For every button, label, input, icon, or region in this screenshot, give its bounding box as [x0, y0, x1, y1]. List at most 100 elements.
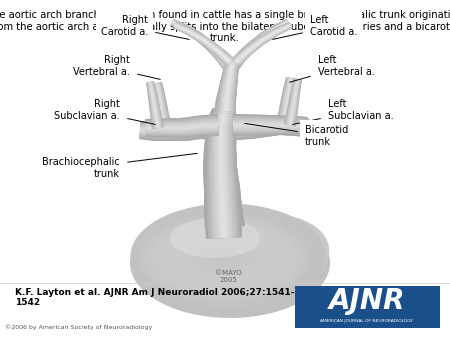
Polygon shape [287, 79, 300, 125]
Ellipse shape [175, 233, 281, 283]
Ellipse shape [130, 208, 330, 318]
Polygon shape [280, 78, 293, 126]
Ellipse shape [153, 221, 302, 294]
Text: Right
Subclavian a.: Right Subclavian a. [54, 99, 155, 124]
Polygon shape [235, 122, 308, 131]
Polygon shape [217, 65, 237, 114]
Polygon shape [234, 23, 292, 65]
Polygon shape [215, 110, 231, 238]
Text: Left
Subclavian a.: Left Subclavian a. [292, 99, 394, 124]
Ellipse shape [187, 238, 261, 278]
Polygon shape [145, 118, 218, 134]
Polygon shape [284, 78, 302, 126]
Ellipse shape [204, 248, 252, 267]
Polygon shape [205, 108, 242, 239]
Ellipse shape [139, 214, 309, 302]
Polygon shape [140, 123, 215, 135]
Ellipse shape [144, 217, 304, 299]
Text: ©MAYO
2005: ©MAYO 2005 [215, 270, 241, 283]
Polygon shape [148, 82, 160, 128]
Polygon shape [219, 61, 238, 112]
Polygon shape [233, 114, 307, 136]
Polygon shape [235, 115, 309, 140]
Ellipse shape [158, 224, 298, 292]
Polygon shape [278, 77, 295, 127]
Polygon shape [285, 78, 302, 126]
Ellipse shape [150, 219, 298, 297]
Polygon shape [216, 112, 230, 228]
Polygon shape [233, 117, 307, 133]
Polygon shape [235, 25, 291, 63]
Ellipse shape [166, 227, 282, 289]
Polygon shape [235, 121, 309, 132]
Ellipse shape [203, 246, 245, 270]
Ellipse shape [141, 215, 315, 301]
Polygon shape [234, 22, 288, 67]
Polygon shape [207, 108, 240, 239]
Text: Right
Vertebral a.: Right Vertebral a. [73, 55, 160, 79]
Polygon shape [145, 114, 219, 138]
Polygon shape [152, 82, 172, 132]
Polygon shape [233, 120, 307, 130]
Polygon shape [281, 78, 292, 126]
Polygon shape [286, 78, 301, 126]
Polygon shape [171, 19, 232, 69]
Polygon shape [148, 81, 162, 129]
Polygon shape [279, 77, 293, 126]
Ellipse shape [176, 233, 272, 283]
Polygon shape [146, 81, 164, 129]
Polygon shape [221, 66, 234, 113]
Polygon shape [171, 20, 231, 68]
Text: Left
Carotid a.: Left Carotid a. [273, 15, 357, 40]
Polygon shape [174, 22, 233, 66]
Text: ©2006 by American Society of Neuroradiology: ©2006 by American Society of Neuroradiol… [5, 324, 152, 330]
Polygon shape [230, 19, 290, 70]
Polygon shape [171, 21, 230, 67]
Text: AMERICAN JOURNAL OF NEURORADIOLOGY: AMERICAN JOURNAL OF NEURORADIOLOGY [320, 319, 414, 323]
Polygon shape [225, 62, 234, 111]
Polygon shape [153, 82, 170, 132]
Ellipse shape [136, 213, 320, 304]
Polygon shape [213, 110, 233, 238]
Polygon shape [203, 110, 245, 230]
Polygon shape [214, 65, 239, 114]
Polygon shape [233, 114, 307, 136]
Polygon shape [140, 125, 215, 134]
Ellipse shape [171, 230, 277, 286]
Ellipse shape [179, 235, 277, 281]
Ellipse shape [200, 246, 256, 270]
Polygon shape [214, 112, 233, 229]
Polygon shape [235, 118, 309, 137]
Polygon shape [140, 121, 215, 137]
Polygon shape [217, 110, 229, 238]
Polygon shape [154, 82, 169, 132]
Ellipse shape [171, 231, 285, 286]
Polygon shape [149, 82, 159, 128]
Polygon shape [156, 83, 167, 131]
Polygon shape [282, 78, 292, 126]
Polygon shape [232, 21, 289, 68]
Ellipse shape [182, 235, 266, 281]
Polygon shape [286, 78, 301, 126]
Ellipse shape [155, 222, 293, 294]
Polygon shape [220, 65, 235, 114]
Polygon shape [148, 81, 161, 128]
Polygon shape [233, 115, 307, 135]
Polygon shape [233, 23, 292, 65]
Polygon shape [220, 61, 237, 112]
Polygon shape [233, 22, 292, 66]
Polygon shape [234, 24, 292, 64]
Text: K.F. Layton et al. AJNR Am J Neuroradiol 2006;27:1541-
1542: K.F. Layton et al. AJNR Am J Neuroradiol… [15, 288, 294, 307]
Polygon shape [277, 77, 295, 127]
Polygon shape [209, 111, 238, 229]
Polygon shape [230, 20, 289, 69]
Polygon shape [157, 83, 166, 131]
Polygon shape [284, 78, 302, 126]
Polygon shape [217, 61, 238, 112]
Polygon shape [145, 124, 218, 129]
Polygon shape [140, 118, 215, 140]
Ellipse shape [183, 237, 273, 279]
Text: AJNR: AJNR [329, 287, 405, 315]
Polygon shape [233, 124, 307, 127]
Polygon shape [171, 19, 233, 70]
